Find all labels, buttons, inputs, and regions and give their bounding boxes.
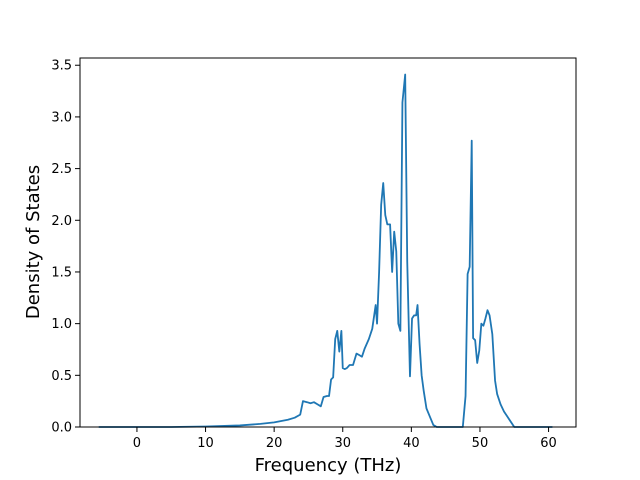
y-tick-label: 2.0: [51, 214, 72, 229]
x-axis-label: Frequency (THz): [255, 455, 402, 476]
y-tick-label: 1.0: [51, 317, 72, 332]
plot-frame: [79, 57, 577, 428]
x-tick-label: 10: [197, 436, 214, 451]
x-tick-label: 0: [133, 436, 141, 451]
y-axis: 0.0 0.5 1.0 1.5 2.0 2.5 3.0 3.5: [51, 59, 80, 436]
x-tick-label: 40: [403, 436, 420, 451]
y-tick-label: 1.5: [51, 265, 72, 280]
series-line-0: [98, 73, 553, 428]
x-axis: 0 10 20 30 40 50 60: [133, 427, 557, 451]
y-tick-label: 3.0: [51, 110, 72, 125]
x-tick-label: 60: [540, 436, 557, 451]
y-tick-label: 3.5: [51, 59, 72, 74]
y-tick-label: 2.5: [51, 162, 72, 177]
y-tick-label: 0.5: [51, 369, 72, 384]
x-tick-label: 30: [334, 436, 351, 451]
plot-area: [98, 73, 553, 428]
y-axis-label: Density of States: [23, 165, 44, 319]
x-tick-label: 20: [266, 436, 283, 451]
x-tick-label: 50: [472, 436, 489, 451]
y-tick-label: 0.0: [51, 421, 72, 436]
